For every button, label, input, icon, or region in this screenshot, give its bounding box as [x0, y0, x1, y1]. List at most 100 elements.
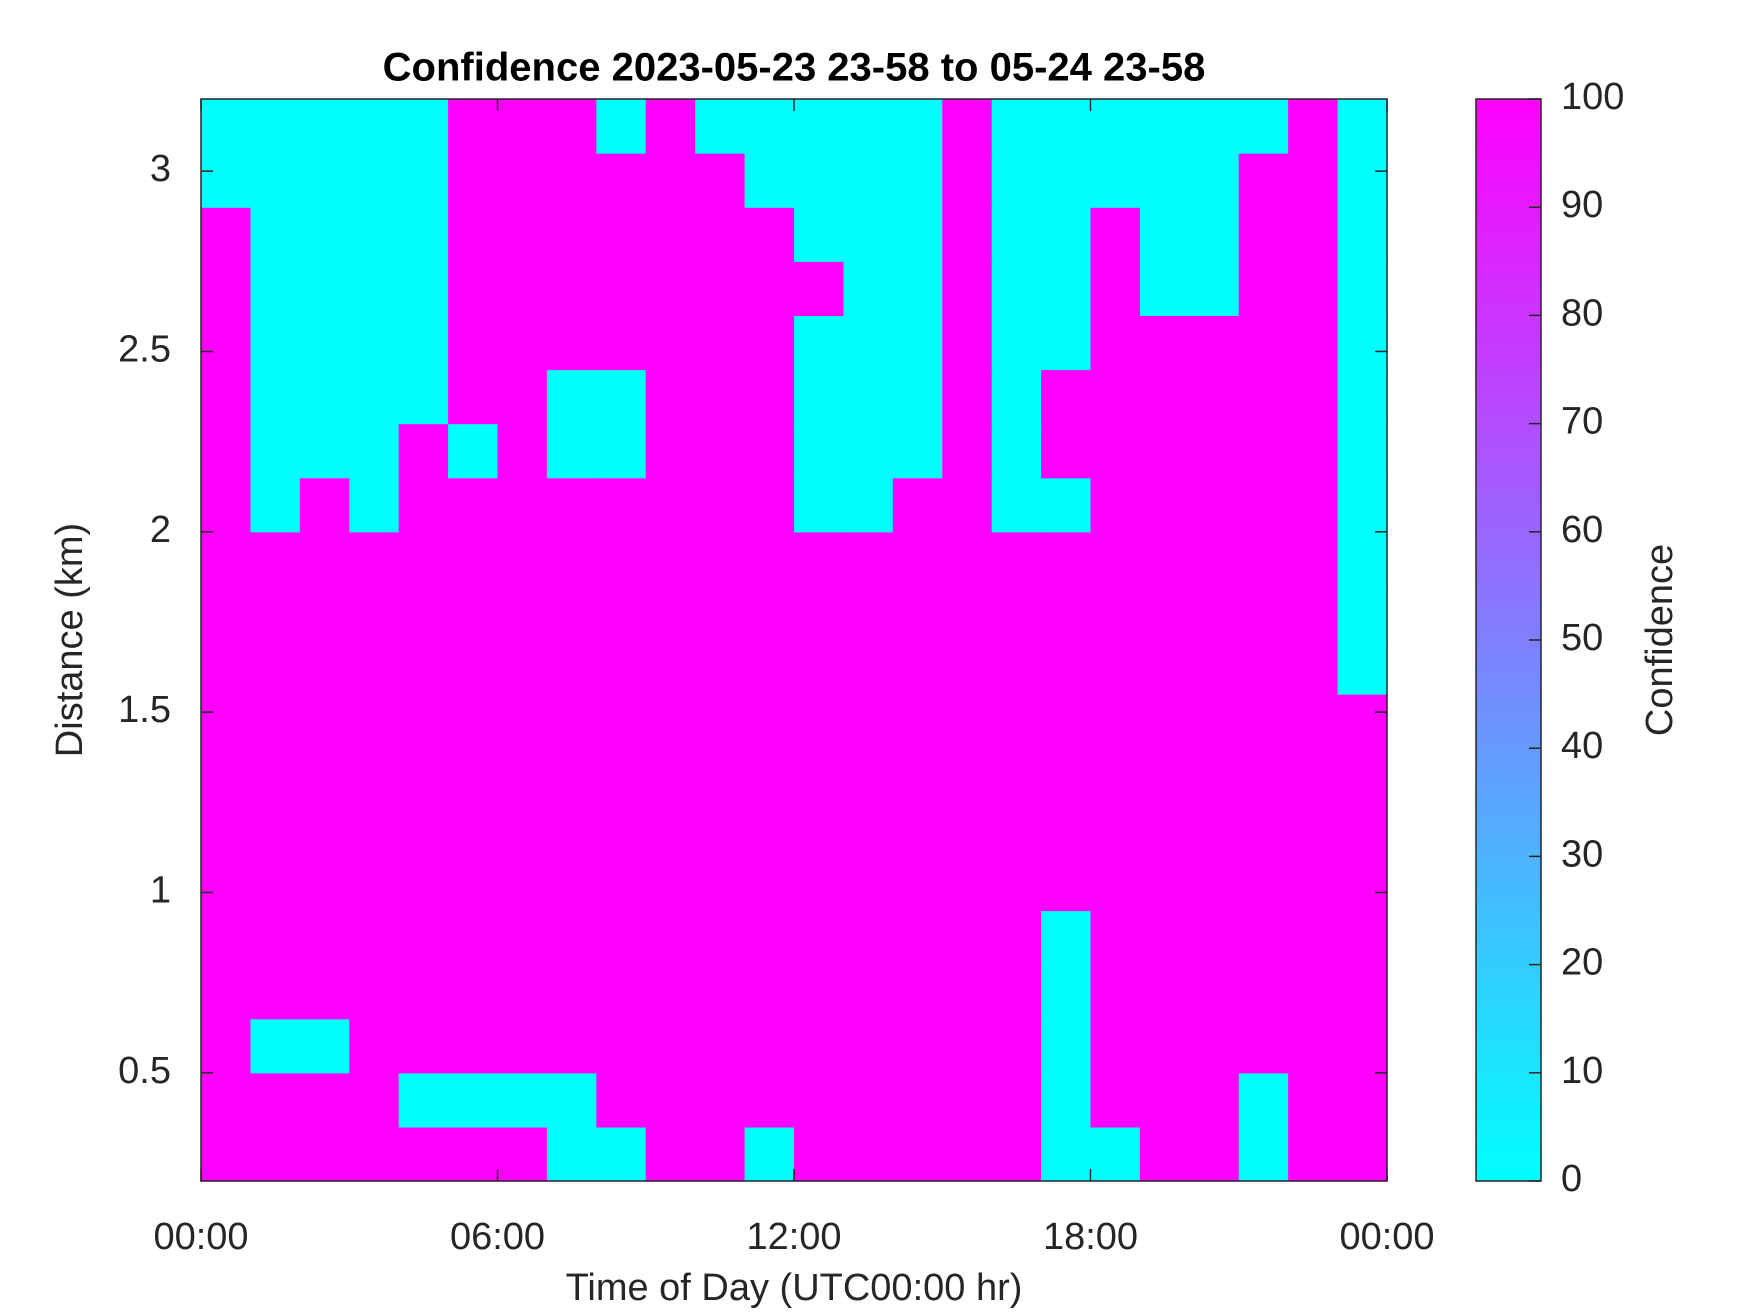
heatmap-cell — [1090, 153, 1141, 208]
x-tick-label: 06:00 — [450, 1216, 545, 1258]
heatmap-cell — [1090, 1126, 1141, 1182]
heatmap-cell — [1189, 423, 1240, 479]
heatmap-cell — [250, 261, 301, 316]
heatmap-cell — [843, 207, 894, 262]
heatmap-cell — [349, 315, 400, 371]
heatmap-cell — [1238, 207, 1289, 262]
heatmap-cell — [596, 153, 647, 208]
heatmap-cell — [1090, 856, 1141, 912]
heatmap-cell — [1090, 207, 1141, 262]
heatmap-cell — [1090, 423, 1141, 479]
heatmap-cell — [349, 1072, 400, 1128]
heatmap-cell — [744, 531, 795, 587]
heatmap-cell — [794, 640, 845, 695]
heatmap-cell — [794, 964, 845, 1020]
heatmap-cell — [1139, 99, 1190, 154]
heatmap-cell — [892, 207, 943, 262]
heatmap-cell — [942, 153, 993, 208]
heatmap-cell — [1288, 315, 1339, 371]
heatmap-cell — [744, 802, 795, 857]
heatmap-cell — [596, 369, 647, 425]
heatmap-cell — [645, 261, 696, 316]
heatmap-cell — [1041, 207, 1092, 262]
heatmap-cell — [299, 207, 350, 262]
heatmap-cell — [546, 423, 597, 479]
heatmap-cell — [398, 1126, 449, 1182]
heatmap-cell — [497, 153, 548, 208]
colorbar-tick-label: 60 — [1561, 509, 1603, 551]
heatmap-cell — [1041, 99, 1092, 154]
heatmap-cell — [794, 748, 845, 803]
heatmap-cell — [942, 802, 993, 857]
heatmap-cell — [546, 1126, 597, 1182]
heatmap-cell — [1238, 585, 1289, 641]
heatmap-cell — [448, 802, 499, 857]
heatmap-cell — [991, 694, 1042, 749]
heatmap-cell — [596, 315, 647, 371]
heatmap-cell — [744, 153, 795, 208]
heatmap-cell — [201, 640, 252, 695]
heatmap-cell — [1139, 369, 1190, 425]
heatmap-cell — [892, 640, 943, 695]
heatmap-cell — [892, 99, 943, 154]
heatmap-cell — [349, 477, 400, 533]
heatmap-cell — [892, 369, 943, 425]
heatmap-cell — [398, 1072, 449, 1128]
heatmap-cell — [596, 964, 647, 1020]
colorbar-label: Confidence — [1639, 544, 1681, 736]
heatmap-cell — [1139, 315, 1190, 371]
heatmap-cell — [299, 1126, 350, 1182]
y-axis-label: Distance (km) — [49, 523, 91, 757]
heatmap-cell — [991, 369, 1042, 425]
heatmap-cell — [398, 207, 449, 262]
heatmap-cell — [1041, 748, 1092, 803]
heatmap-cell — [546, 261, 597, 316]
heatmap-cell — [1288, 477, 1339, 533]
heatmap-cell — [250, 802, 301, 857]
heatmap-cell — [991, 856, 1042, 912]
heatmap-cell — [299, 99, 350, 154]
heatmap-cell — [1288, 964, 1339, 1020]
heatmap-cell — [843, 856, 894, 912]
heatmap-cell — [843, 1072, 894, 1128]
heatmap-cell — [299, 1072, 350, 1128]
heatmap-cell — [645, 531, 696, 587]
heatmap-cell — [1139, 585, 1190, 641]
heatmap — [201, 99, 1388, 1182]
heatmap-cell — [1288, 1126, 1339, 1182]
heatmap-cell — [695, 423, 746, 479]
heatmap-cell — [250, 153, 301, 208]
heatmap-cell — [596, 1018, 647, 1074]
heatmap-cell — [794, 99, 845, 154]
heatmap-cell — [398, 640, 449, 695]
heatmap-cell — [250, 964, 301, 1020]
heatmap-cell — [1238, 694, 1289, 749]
heatmap-cell — [892, 1126, 943, 1182]
heatmap-cell — [1090, 1018, 1141, 1074]
colorbar-tick-label: 70 — [1561, 401, 1603, 443]
heatmap-cell — [1238, 910, 1289, 966]
heatmap-cell — [497, 1072, 548, 1128]
heatmap-cell — [1288, 99, 1339, 154]
heatmap-cell — [695, 153, 746, 208]
heatmap-cell — [942, 640, 993, 695]
heatmap-cell — [349, 99, 400, 154]
heatmap-cell — [843, 694, 894, 749]
heatmap-cell — [1337, 207, 1388, 262]
heatmap-cell — [1139, 748, 1190, 803]
heatmap-cell — [596, 802, 647, 857]
heatmap-cell — [892, 585, 943, 641]
heatmap-cell — [250, 585, 301, 641]
heatmap-cell — [843, 369, 894, 425]
heatmap-cell — [991, 585, 1042, 641]
heatmap-cell — [1189, 1018, 1240, 1074]
heatmap-cell — [991, 423, 1042, 479]
heatmap-cell — [1337, 856, 1388, 912]
x-tick-label: 18:00 — [1043, 1216, 1138, 1258]
colorbar-tick-label: 100 — [1561, 76, 1624, 118]
heatmap-cell — [1139, 261, 1190, 316]
heatmap-cell — [448, 531, 499, 587]
heatmap-cell — [843, 477, 894, 533]
heatmap-cell — [645, 694, 696, 749]
